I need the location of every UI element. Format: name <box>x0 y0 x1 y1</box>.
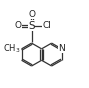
Text: O: O <box>15 21 22 30</box>
Text: N: N <box>58 44 65 53</box>
Text: Cl: Cl <box>42 21 51 30</box>
Text: O: O <box>28 10 35 19</box>
Text: CH$_3$: CH$_3$ <box>3 43 21 55</box>
Text: S: S <box>28 21 35 31</box>
